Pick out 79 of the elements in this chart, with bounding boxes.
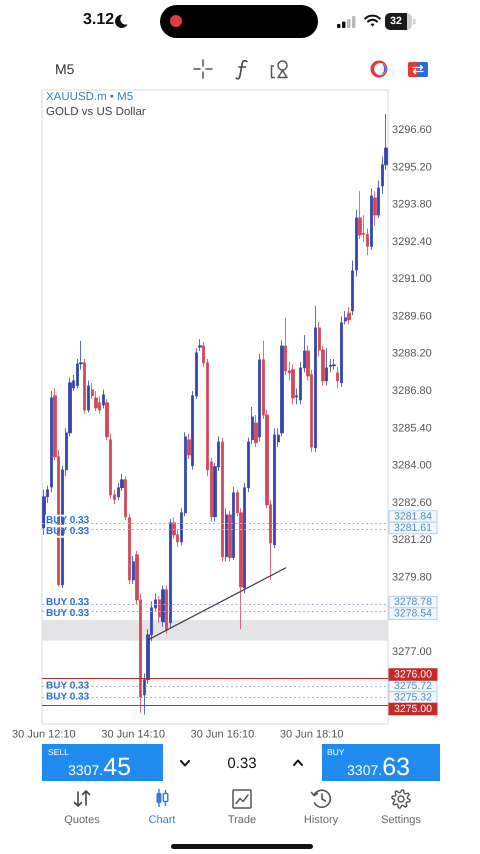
candlestick — [124, 476, 127, 521]
text: 3307.45 — [68, 753, 131, 781]
candlestick — [291, 364, 295, 405]
y-tick-label: 3279.80 — [392, 571, 432, 584]
candlestick — [132, 556, 135, 585]
y-tick-label: 3295.20 — [392, 161, 432, 174]
candlestick — [232, 486, 235, 561]
y-tick-label: 3281.20 — [392, 534, 432, 546]
y-tick-label: 3284.00 — [392, 460, 432, 472]
candlestick — [198, 338, 202, 352]
candlestick — [50, 390, 53, 493]
y-tick-label: 3289.60 — [392, 310, 432, 322]
candlestick — [161, 585, 165, 628]
text: Settings — [381, 814, 421, 826]
candlestick — [358, 190, 362, 240]
ref-line-label: BUY 0.33 — [46, 608, 90, 619]
text: GOLD vs US Dollar — [46, 106, 146, 118]
candlestick — [258, 353, 261, 442]
y-tick-label: 3286.80 — [392, 385, 432, 398]
candlestick — [273, 428, 276, 549]
text: Quotes — [64, 814, 100, 826]
candlestick — [221, 437, 224, 562]
text: Chart — [148, 814, 176, 826]
text: 0.33 — [227, 755, 257, 772]
y-tick-label: 3293.80 — [392, 198, 432, 211]
chart-title: XAUUSD.m • M5 — [46, 91, 134, 103]
text: 3281.84 — [394, 510, 432, 522]
ref-line-label: BUY 0.33 — [46, 692, 90, 702]
y-tick-label: 3282.60 — [392, 496, 432, 509]
text: 3276.00 — [394, 668, 432, 681]
text: 3307.63 — [347, 753, 410, 781]
text: BUY — [327, 747, 344, 757]
text: 3275.72 — [394, 680, 432, 692]
candlestick — [169, 518, 172, 628]
candlestick — [314, 305, 317, 453]
y-tick-label: 3296.60 — [392, 124, 432, 136]
candlestick — [158, 596, 161, 624]
y-tick-label: 3291.00 — [392, 273, 432, 286]
candlestick — [373, 190, 377, 226]
candlestick — [347, 306, 351, 325]
x-tick-label: 30 Jun 16:10 — [190, 728, 254, 740]
x-tick-label: 30 Jun 12:10 — [12, 728, 76, 740]
y-tick-label: 3277.00 — [392, 646, 432, 658]
candlestick — [165, 585, 168, 634]
text: 3278.78 — [394, 596, 432, 608]
candlestick — [187, 433, 191, 460]
text: Trade — [228, 814, 256, 826]
y-tick-label: 3292.40 — [392, 236, 432, 248]
ref-line-label: BUY 0.33 — [46, 596, 90, 608]
text: 3281.61 — [394, 522, 432, 534]
text: 32 — [390, 15, 402, 27]
candlestick — [254, 414, 258, 448]
text: 3275.32 — [394, 692, 432, 704]
candlestick — [128, 513, 131, 585]
candlestick — [42, 489, 46, 536]
y-tick-label: 3285.40 — [392, 422, 432, 434]
text: SELL — [48, 747, 69, 757]
candlestick — [87, 380, 90, 413]
candlestick — [351, 260, 354, 316]
candlestick — [83, 358, 86, 414]
candlestick — [355, 209, 358, 277]
candlestick — [102, 389, 105, 409]
y-tick-label: 3288.20 — [392, 348, 432, 360]
text: 3275.00 — [394, 703, 432, 716]
text: History — [304, 814, 338, 826]
candlestick — [228, 510, 232, 562]
candlestick — [370, 188, 373, 250]
candlestick — [377, 180, 380, 218]
candlestick — [325, 348, 328, 386]
ref-line-label: BUY 0.33 — [46, 680, 90, 692]
candlestick — [329, 358, 332, 373]
text: 3278.54 — [394, 608, 432, 620]
x-tick-label: 30 Jun 14:10 — [101, 728, 165, 740]
candlestick — [332, 358, 336, 370]
candlestick — [225, 508, 228, 562]
x-tick-label: 30 Jun 18:10 — [280, 728, 344, 740]
candlestick — [336, 366, 339, 389]
text: 3.12 — [83, 11, 114, 28]
text: M5 — [55, 61, 74, 77]
